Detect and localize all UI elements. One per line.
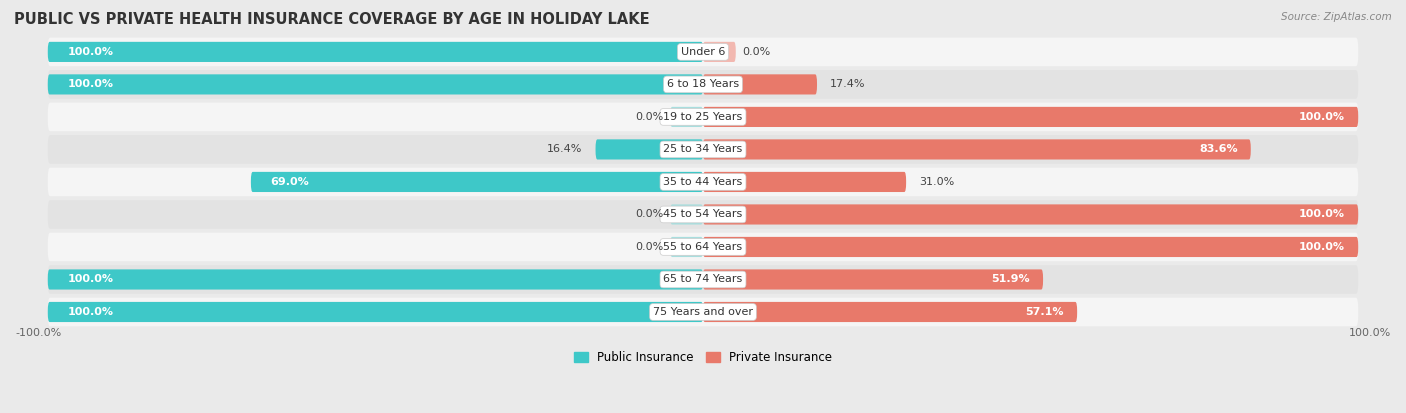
Text: 0.0%: 0.0%	[636, 242, 664, 252]
FancyBboxPatch shape	[596, 139, 703, 159]
FancyBboxPatch shape	[48, 298, 1358, 326]
Text: 45 to 54 Years: 45 to 54 Years	[664, 209, 742, 219]
FancyBboxPatch shape	[48, 74, 703, 95]
Text: 100.0%: 100.0%	[67, 47, 114, 57]
Text: 100.0%: 100.0%	[1299, 209, 1346, 219]
FancyBboxPatch shape	[48, 200, 1358, 229]
FancyBboxPatch shape	[48, 70, 1358, 99]
Text: PUBLIC VS PRIVATE HEALTH INSURANCE COVERAGE BY AGE IN HOLIDAY LAKE: PUBLIC VS PRIVATE HEALTH INSURANCE COVER…	[14, 12, 650, 27]
FancyBboxPatch shape	[250, 172, 703, 192]
Text: 65 to 74 Years: 65 to 74 Years	[664, 275, 742, 285]
Text: 100.0%: 100.0%	[1299, 242, 1346, 252]
FancyBboxPatch shape	[703, 172, 905, 192]
Text: 100.0%: 100.0%	[1348, 328, 1391, 338]
Text: 19 to 25 Years: 19 to 25 Years	[664, 112, 742, 122]
Text: -100.0%: -100.0%	[15, 328, 62, 338]
FancyBboxPatch shape	[48, 42, 703, 62]
FancyBboxPatch shape	[48, 102, 1358, 131]
Text: 31.0%: 31.0%	[920, 177, 955, 187]
Text: 0.0%: 0.0%	[636, 209, 664, 219]
Legend: Public Insurance, Private Insurance: Public Insurance, Private Insurance	[569, 347, 837, 369]
Text: 100.0%: 100.0%	[67, 79, 114, 90]
FancyBboxPatch shape	[48, 269, 703, 290]
Text: 6 to 18 Years: 6 to 18 Years	[666, 79, 740, 90]
FancyBboxPatch shape	[703, 139, 1251, 159]
FancyBboxPatch shape	[671, 237, 703, 257]
Text: 0.0%: 0.0%	[636, 112, 664, 122]
Text: 57.1%: 57.1%	[1025, 307, 1064, 317]
Text: 17.4%: 17.4%	[830, 79, 866, 90]
Text: 25 to 34 Years: 25 to 34 Years	[664, 145, 742, 154]
Text: 51.9%: 51.9%	[991, 275, 1031, 285]
Text: Source: ZipAtlas.com: Source: ZipAtlas.com	[1281, 12, 1392, 22]
FancyBboxPatch shape	[48, 168, 1358, 196]
Text: 35 to 44 Years: 35 to 44 Years	[664, 177, 742, 187]
FancyBboxPatch shape	[703, 302, 1077, 322]
FancyBboxPatch shape	[48, 135, 1358, 164]
FancyBboxPatch shape	[703, 204, 1358, 225]
FancyBboxPatch shape	[703, 42, 735, 62]
FancyBboxPatch shape	[48, 38, 1358, 66]
Text: Under 6: Under 6	[681, 47, 725, 57]
FancyBboxPatch shape	[703, 74, 817, 95]
Text: 100.0%: 100.0%	[1299, 112, 1346, 122]
FancyBboxPatch shape	[703, 237, 1358, 257]
FancyBboxPatch shape	[48, 233, 1358, 261]
Text: 0.0%: 0.0%	[742, 47, 770, 57]
FancyBboxPatch shape	[671, 107, 703, 127]
FancyBboxPatch shape	[671, 204, 703, 225]
Text: 55 to 64 Years: 55 to 64 Years	[664, 242, 742, 252]
FancyBboxPatch shape	[703, 107, 1358, 127]
Text: 100.0%: 100.0%	[67, 275, 114, 285]
Text: 69.0%: 69.0%	[270, 177, 309, 187]
Text: 16.4%: 16.4%	[547, 145, 582, 154]
Text: 75 Years and over: 75 Years and over	[652, 307, 754, 317]
Text: 83.6%: 83.6%	[1199, 145, 1237, 154]
FancyBboxPatch shape	[48, 302, 703, 322]
FancyBboxPatch shape	[703, 269, 1043, 290]
FancyBboxPatch shape	[48, 265, 1358, 294]
Text: 100.0%: 100.0%	[67, 307, 114, 317]
